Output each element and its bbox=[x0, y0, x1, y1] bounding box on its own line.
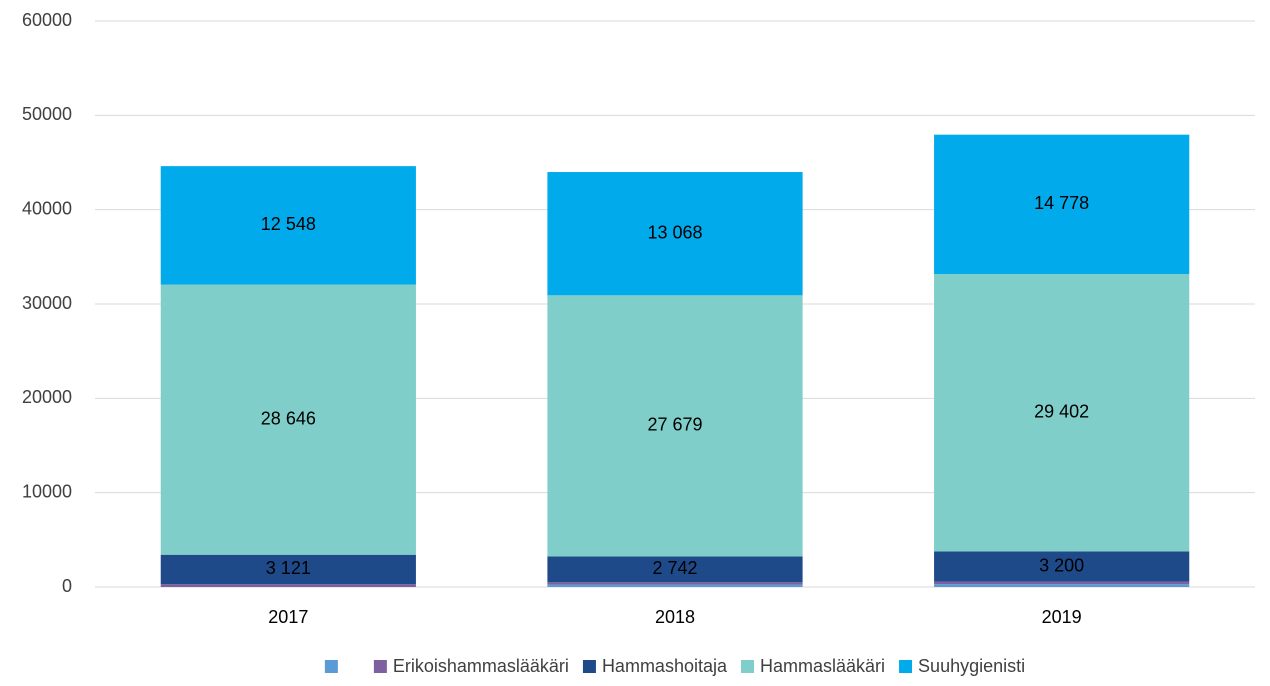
bar-segment bbox=[160, 284, 416, 555]
x-tick-label: 2018 bbox=[655, 607, 695, 627]
y-tick-label: 0 bbox=[62, 576, 72, 596]
bar-segment bbox=[160, 554, 416, 585]
bar-segment bbox=[934, 551, 1190, 582]
data-label: 27 679 bbox=[647, 415, 702, 435]
y-tick-label: 20000 bbox=[22, 387, 72, 407]
legend-swatch bbox=[741, 660, 754, 673]
bar-segment bbox=[547, 172, 803, 296]
data-label: 28 646 bbox=[261, 408, 316, 428]
legend-swatch bbox=[899, 660, 913, 673]
data-label: 13 068 bbox=[647, 222, 702, 242]
x-tick-label: 2019 bbox=[1042, 607, 1082, 627]
data-label: 14 778 bbox=[1034, 193, 1089, 213]
bar-segment bbox=[160, 584, 416, 587]
legend-swatch bbox=[582, 660, 596, 673]
bar-segment bbox=[547, 584, 803, 587]
data-label: 3 121 bbox=[266, 558, 311, 578]
bar-segment bbox=[547, 582, 803, 585]
data-label: 2 742 bbox=[652, 558, 697, 578]
y-tick-label: 60000 bbox=[22, 10, 72, 30]
legend-text: Hammaslääkäri bbox=[760, 656, 885, 676]
data-label: 29 402 bbox=[1034, 402, 1089, 422]
bar-segment bbox=[934, 581, 1190, 585]
legend-swatch bbox=[324, 660, 338, 673]
bar-segment bbox=[160, 166, 416, 285]
y-tick-label: 10000 bbox=[22, 481, 72, 501]
data-label: 12 548 bbox=[261, 214, 316, 234]
bar-segment bbox=[934, 584, 1190, 587]
y-tick-label: 40000 bbox=[22, 198, 72, 218]
legend-text: Hammashoitaja bbox=[602, 656, 728, 676]
y-tick-label: 30000 bbox=[22, 293, 72, 313]
legend-text: Erikoishammaslääkäri bbox=[393, 656, 569, 676]
legend: Erikoishammaslääkäri Hammashoitaja Hammasl… bbox=[324, 656, 1025, 676]
legend-swatch bbox=[373, 660, 387, 673]
bar-segment bbox=[934, 274, 1190, 552]
bar-segment bbox=[934, 134, 1190, 275]
x-tick-label: 2017 bbox=[268, 607, 308, 627]
y-tick-label: 50000 bbox=[22, 104, 72, 124]
bar-segment bbox=[547, 295, 803, 557]
data-label: 3 200 bbox=[1039, 555, 1084, 575]
bar-segment bbox=[547, 556, 803, 583]
legend-text: Suuhygienisti bbox=[918, 656, 1025, 676]
